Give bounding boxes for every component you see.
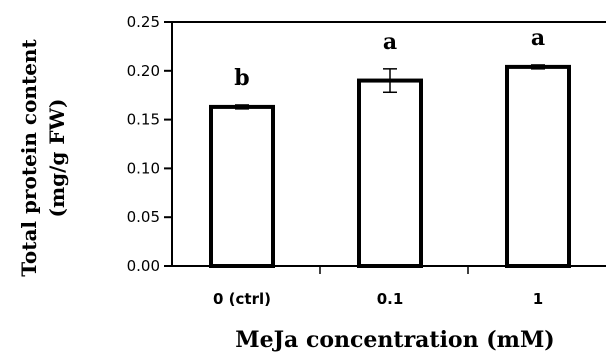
y-tick-label: 0.05 [127, 208, 160, 226]
y-tick-label: 0.25 [127, 13, 160, 31]
x-tick-label: 0 (ctrl) [213, 290, 271, 308]
y-tick-label: 0.15 [127, 111, 160, 129]
y-axis-title-line1: Total protein content [17, 39, 41, 277]
bar [357, 78, 423, 268]
x-tick-label: 0.1 [377, 290, 404, 308]
significance-label: b [234, 65, 249, 91]
significance-label: a [383, 29, 397, 55]
y-tick-label: 0.00 [127, 257, 160, 275]
y-tick-label: 0.10 [127, 159, 160, 177]
y-tick-label: 0.20 [127, 62, 160, 80]
bar [505, 64, 571, 269]
significance-label: a [531, 25, 545, 51]
x-tick-label: 1 [533, 290, 543, 308]
plot-area: 0.00 0.05 0.10 0.15 0.20 0.25 b 0 (ctrl) a 0.1 a 1 [127, 13, 606, 308]
y-axis-title-line2: (mg/g FW) [45, 99, 69, 218]
x-axis-title: MeJa concentration (mM) [235, 327, 554, 353]
bar [209, 104, 275, 268]
